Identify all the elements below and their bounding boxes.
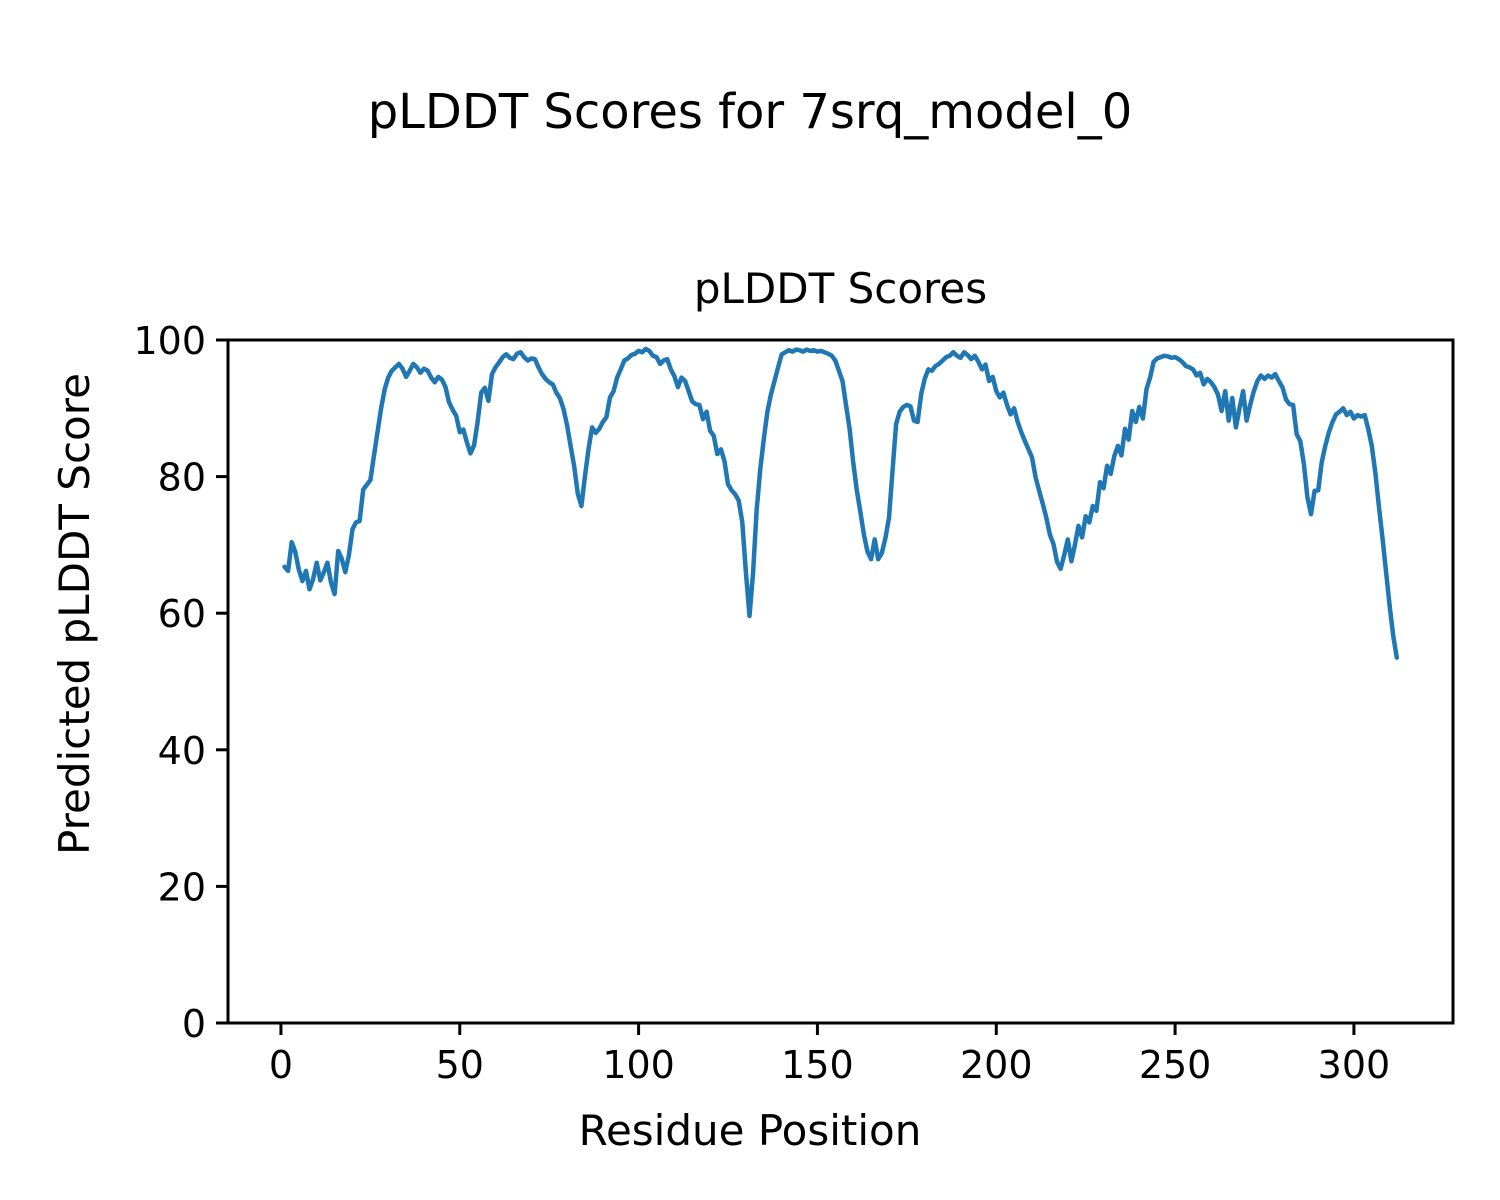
x-tick-label: 200 (960, 1043, 1033, 1087)
x-tick-label: 300 (1318, 1043, 1391, 1087)
x-tick-label: 100 (602, 1043, 675, 1087)
x-tick-label: 0 (269, 1043, 293, 1087)
x-tick-label: 250 (1139, 1043, 1212, 1087)
y-tick-label: 60 (158, 592, 206, 636)
y-tick-label: 100 (133, 319, 206, 363)
figure-title: pLDDT Scores for 7srq_model_0 (367, 84, 1133, 140)
y-tick-label: 20 (158, 865, 206, 909)
y-tick-label: 40 (158, 729, 206, 773)
x-axis-label: Residue Position (578, 1106, 922, 1155)
y-tick-label: 80 (158, 456, 206, 500)
plddt-line (282, 346, 1400, 660)
plot-frame (226, 338, 1455, 1025)
axes-title: pLDDT Scores (693, 264, 988, 313)
y-axis-ticks: 0 20 40 60 80 100 (133, 319, 228, 1046)
data-series (282, 346, 1400, 660)
x-axis-ticks: 0 50 100 150 200 250 300 (269, 1023, 1390, 1087)
y-tick-label: 0 (182, 1002, 206, 1046)
x-tick-label: 150 (781, 1043, 854, 1087)
x-tick-label: 50 (436, 1043, 484, 1087)
